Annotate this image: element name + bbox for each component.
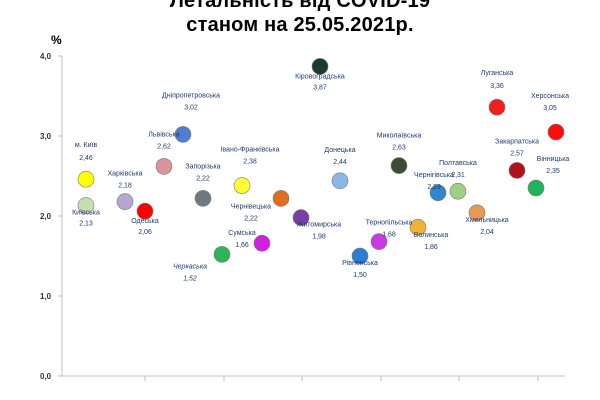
data-point [77,170,95,188]
data-point [116,193,134,210]
point-value-label: 1,68 [382,232,396,239]
point-value-label: 2,44 [333,159,347,166]
point-name-label: Івано-Франківська [220,146,279,154]
point-value-label: 2,38 [243,159,257,166]
point-value-label: 2,22 [196,175,210,182]
data-point [468,204,486,222]
y-axis-ticks: 0,0 1,0 2,0 3,0 4,0 [40,52,62,381]
point-name-label: Харківська [108,170,143,178]
data-point [311,58,329,75]
data-point [449,182,467,200]
y-axis-unit-label: % [51,33,62,47]
point-value-label: 2,57 [510,150,524,157]
point-name-label: Чернівецька [231,202,271,210]
point-name-label: Сумська [228,230,256,237]
data-point [292,209,310,226]
point-name-label: Полтавська [439,160,477,167]
point-value-label: 1,66 [235,242,249,249]
point-value-label: 2,62 [157,143,171,150]
point-value-label: 2,06 [138,229,152,236]
data-point [194,190,212,207]
data-point [508,162,526,179]
point-name-label: Вінницька [537,155,570,163]
data-labels: Київська 2,13 м. Київ 2,46 Харківська 2,18 Оде… [72,70,569,282]
chart-title-line1: Летальність від COVID-19 [169,0,431,12]
point-value-label: 2,46 [79,155,93,162]
data-point [136,202,154,220]
point-name-label: Чернігівська [414,171,454,179]
data-point [390,157,408,174]
data-point [174,126,192,143]
point-value-label: 2,04 [480,229,494,236]
y-tick-label: 0,0 [40,372,52,381]
point-value-label: 2,18 [118,183,132,190]
data-point [233,177,251,194]
y-tick-label: 3,0 [40,132,52,141]
data-point [77,197,95,214]
data-point [272,190,290,207]
data-point [370,233,388,250]
point-name-label: Дніпропетровська [162,91,220,99]
point-value-label: 3,05 [543,105,557,112]
point-value-label: 3,02 [184,104,198,111]
point-name-label: Донецька [324,147,355,154]
y-tick-label: 4,0 [40,52,52,61]
point-name-label: Черкаська [173,263,207,270]
point-value-label: 3,87 [313,84,327,91]
point-value-label: 2,35 [546,168,560,175]
y-tick-label: 2,0 [40,212,52,221]
point-name-label: Львівська [148,130,180,138]
point-name-label: Волинська [414,232,449,239]
point-name-label: Київська [72,210,100,217]
point-name-label: Рівненська [342,259,378,267]
point-value-label: 1,98 [312,234,326,241]
data-point [409,218,427,236]
point-name-label: Житомирська [297,222,341,229]
data-points [77,58,565,265]
point-name-label: Запорізька [185,162,220,170]
data-point [429,184,447,202]
data-point [351,247,369,265]
point-value-label: 2,29 [427,184,441,191]
data-point [253,234,271,252]
point-value-label: 2,31 [451,172,465,179]
point-name-label: Одеська [131,218,159,225]
data-point [331,172,349,190]
point-name-label: Закарпатська [495,138,539,145]
data-point [155,158,173,175]
point-name-label: Тернопільська [366,219,413,227]
data-point [213,246,231,263]
point-value-label: 2,22 [244,215,258,222]
point-value-label: 1,52 [183,275,197,282]
point-name-label: м. Київ [75,142,98,149]
point-value-label: 3,36 [490,83,504,90]
data-point [488,98,506,116]
data-point [547,123,565,141]
point-name-label: Кіровоградська [295,72,345,80]
point-value-label: 1,50 [353,272,367,279]
y-tick-label: 1,0 [40,292,52,301]
point-value-label: 2,63 [392,145,406,152]
x-axis-ticks [144,376,539,381]
point-value-label: 2,13 [79,221,93,228]
point-name-label: Миколаївська [377,133,422,140]
data-point [527,179,545,197]
point-name-label: Хмельницька [465,217,509,224]
chart-title-line2: станом на 25.05.2021р. [186,14,414,36]
point-value-label: 1,86 [424,244,438,251]
point-name-label: Луганська [481,70,514,77]
point-name-label: Херсонська [531,93,569,100]
